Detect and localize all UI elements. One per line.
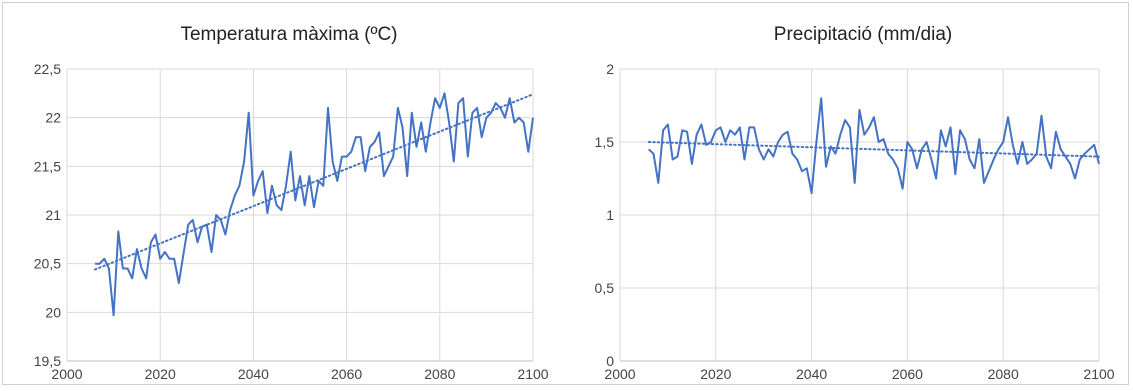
trendline	[93, 93, 534, 271]
x-tick-label: 2080	[424, 366, 455, 382]
charts-canvas: Temperatura màxima (ºC) 19,52020,52121,5…	[34, 24, 1115, 382]
y-tick-label: 1	[606, 207, 614, 223]
x-tick-label: 2040	[238, 366, 269, 382]
chart-temperature: Temperatura màxima (ºC) 19,5 20 20,5 21 21,5…	[34, 24, 549, 382]
y-tick-label: 20,5	[34, 256, 61, 272]
y-tick-label: 1,5	[595, 134, 615, 150]
y-tick-label: 2	[606, 61, 614, 77]
figure-frame: Temperatura màxima (ºC) 19,5 20 20,5 21 21,5…	[2, 2, 1129, 385]
chart-title: Temperatura màxima (ºC)	[180, 24, 397, 45]
trendline	[647, 141, 1100, 158]
y-tick-label: 22,5	[34, 61, 61, 77]
x-tick-label: 2000	[604, 366, 635, 382]
y-tick-label: 21,5	[34, 158, 61, 174]
chart-precipitation: Precipitació (mm/dia) 0 0,5 1 1,5 2 2000 2020 2…	[595, 24, 1115, 382]
y-tick-label: 21	[45, 207, 61, 223]
x-tick-label: 2060	[331, 366, 362, 382]
series-line	[95, 92, 534, 317]
y-tick-label: 0	[606, 353, 614, 369]
y-tick-label: 19,5	[34, 353, 61, 369]
y-tick-label: 20	[45, 304, 61, 320]
chart-title: Precipitació (mm/dia)	[774, 24, 952, 45]
x-tick-label: 2000	[51, 366, 82, 382]
x-tick-label: 2100	[517, 366, 548, 382]
x-tick-label: 2060	[892, 366, 923, 382]
x-tick-label: 2020	[145, 366, 176, 382]
x-tick-label: 2080	[988, 366, 1019, 382]
series-line	[648, 97, 1100, 195]
y-tick-label: 0,5	[595, 280, 615, 296]
y-tick-label: 22	[45, 110, 61, 126]
x-tick-label: 2100	[1083, 366, 1114, 382]
x-tick-label: 2040	[796, 366, 827, 382]
x-tick-label: 2020	[700, 366, 731, 382]
